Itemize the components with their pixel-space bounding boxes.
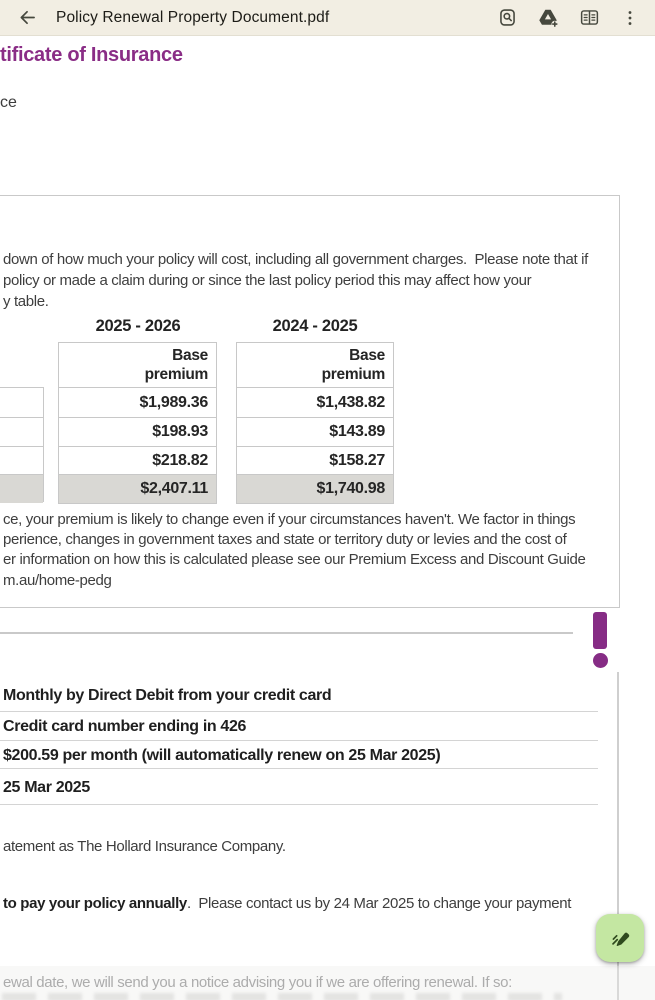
add-to-drive-button[interactable] [531, 1, 565, 35]
table-total-cell: $1,740.98 [237, 475, 393, 503]
premium-breakdown-box [0, 195, 620, 608]
column-header: Base premium [237, 343, 393, 388]
note-line: perience, changes in government taxes an… [3, 531, 567, 548]
payment-row: Credit card number ending in 426 [3, 718, 247, 735]
back-arrow-icon [20, 10, 35, 25]
renewal-faded-line: ewal date, we will send you a notice adv… [3, 974, 512, 991]
column-header-label: Base premium [321, 347, 386, 383]
back-button[interactable] [10, 1, 44, 35]
document-title: Policy Renewal Property Document.pdf [56, 8, 330, 26]
column-header: Base premium [59, 343, 216, 388]
reader-view-icon [580, 10, 598, 25]
pdf-page[interactable]: tificate of Insurance ce down of how muc… [0, 36, 655, 1000]
certificate-subtext: ce [0, 94, 17, 111]
search-in-document-icon [499, 9, 515, 26]
row-divider [0, 740, 598, 741]
top-app-bar: Policy Renewal Property Document.pdf [0, 0, 655, 36]
intro-line: y table. [3, 293, 49, 310]
reader-view-button[interactable] [572, 1, 606, 35]
payment-box-border [617, 672, 619, 1000]
row-divider [0, 768, 598, 769]
intro-line: down of how much your policy will cost, … [3, 251, 588, 268]
certificate-heading: tificate of Insurance [0, 44, 183, 66]
annotate-fab[interactable] [596, 914, 644, 962]
row-divider [0, 804, 598, 805]
note-line: m.au/home-pedg [3, 572, 112, 589]
search-in-document-button[interactable] [490, 1, 524, 35]
annual-payment-rest: . Please contact us by 24 Mar 2025 to ch… [186, 895, 572, 912]
row-divider [0, 711, 598, 712]
table-row-label-column [0, 387, 44, 503]
payment-row: $200.59 per month (will automatically re… [3, 747, 441, 764]
annual-payment-bold: to pay your policy annually [3, 895, 187, 912]
section-divider [0, 632, 573, 634]
blurred-text-line [2, 993, 562, 1000]
exclamation-mark-icon [593, 612, 607, 649]
table-cell: $1,438.82 [237, 388, 393, 418]
column-header-label: Base premium [144, 347, 209, 383]
add-to-drive-icon [539, 9, 559, 27]
note-line: er information on how this is calculated… [3, 551, 586, 568]
table-cell: $198.93 [59, 418, 216, 447]
period-label-2024-2025: 2024 - 2025 [272, 317, 358, 335]
intro-line: policy or made a claim during or since t… [3, 272, 532, 289]
note-line: ce, your premium is likely to change eve… [3, 511, 576, 528]
payment-row: 25 Mar 2025 [3, 779, 90, 796]
topbar-actions [490, 1, 647, 35]
stylus-pen-icon [611, 932, 629, 946]
table-cell: $1,989.36 [59, 388, 216, 418]
payment-row: Monthly by Direct Debit from your credit… [3, 687, 332, 704]
table-row [0, 388, 43, 418]
table-total-cell: $2,407.11 [59, 475, 216, 503]
premium-column-2025-2026: Base premium $1,989.36 $198.93 $218.82 $… [58, 342, 217, 504]
table-row [0, 447, 43, 475]
table-cell: $218.82 [59, 447, 216, 475]
table-total-row [0, 475, 43, 503]
period-label-2025-2026: 2025 - 2026 [95, 317, 181, 335]
underwriter-line: atement as The Hollard Insurance Company… [3, 838, 286, 855]
more-options-button[interactable] [613, 1, 647, 35]
table-cell: $143.89 [237, 418, 393, 447]
annual-payment-line: to pay your policy annually. Please cont… [3, 895, 571, 912]
table-cell: $158.27 [237, 447, 393, 475]
exclamation-mark-dot [593, 653, 608, 668]
kebab-menu-icon [628, 10, 632, 25]
table-row [0, 418, 43, 447]
premium-column-2024-2025: Base premium $1,438.82 $143.89 $158.27 $… [236, 342, 394, 504]
